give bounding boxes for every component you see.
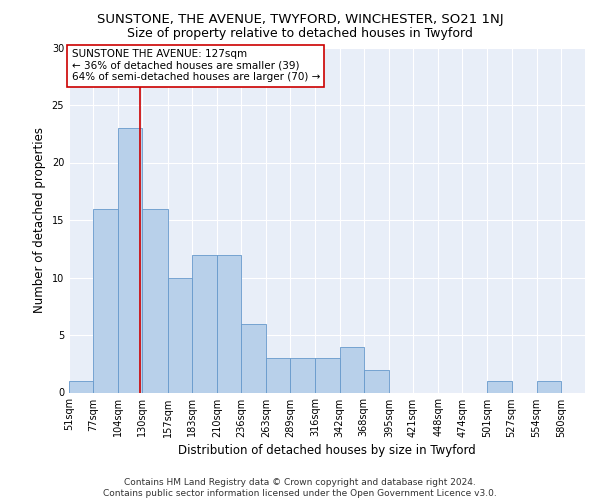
Text: Size of property relative to detached houses in Twyford: Size of property relative to detached ho… <box>127 28 473 40</box>
Bar <box>290 358 316 392</box>
Bar <box>192 254 217 392</box>
Y-axis label: Number of detached properties: Number of detached properties <box>33 127 46 313</box>
Bar <box>536 381 561 392</box>
Bar <box>93 208 118 392</box>
Bar <box>241 324 266 392</box>
Bar <box>118 128 142 392</box>
Bar <box>142 208 167 392</box>
X-axis label: Distribution of detached houses by size in Twyford: Distribution of detached houses by size … <box>178 444 476 457</box>
Bar <box>487 381 512 392</box>
Bar <box>266 358 290 392</box>
Bar <box>217 254 241 392</box>
Bar <box>316 358 340 392</box>
Bar <box>167 278 192 392</box>
Bar <box>364 370 389 392</box>
Text: Contains HM Land Registry data © Crown copyright and database right 2024.
Contai: Contains HM Land Registry data © Crown c… <box>103 478 497 498</box>
Bar <box>340 346 364 393</box>
Text: SUNSTONE, THE AVENUE, TWYFORD, WINCHESTER, SO21 1NJ: SUNSTONE, THE AVENUE, TWYFORD, WINCHESTE… <box>97 12 503 26</box>
Bar <box>69 381 93 392</box>
Text: SUNSTONE THE AVENUE: 127sqm
← 36% of detached houses are smaller (39)
64% of sem: SUNSTONE THE AVENUE: 127sqm ← 36% of det… <box>71 49 320 82</box>
